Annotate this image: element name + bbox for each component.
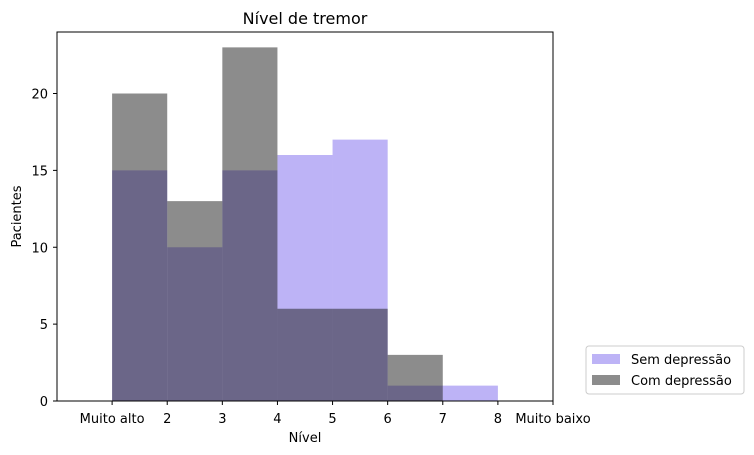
x-tick-label: 3 bbox=[218, 412, 226, 427]
x-tick-label: 5 bbox=[328, 412, 336, 427]
legend-swatch bbox=[592, 354, 620, 364]
y-axis-ticks: 0 5 10 15 20 bbox=[31, 88, 57, 410]
legend-swatch bbox=[592, 375, 620, 385]
bar-series-2-bin-2 bbox=[167, 201, 223, 401]
chart-title: Nível de tremor bbox=[243, 9, 368, 28]
bar-series-2-bin-3 bbox=[222, 47, 278, 401]
bar-series-2-bin-1 bbox=[112, 93, 168, 401]
y-tick-label: 10 bbox=[31, 241, 48, 256]
y-tick-label: 20 bbox=[31, 88, 48, 103]
x-tick-label: Muito baixo bbox=[515, 412, 590, 427]
x-tick-label: 4 bbox=[273, 412, 281, 427]
bar-series-2-bin-6 bbox=[387, 354, 443, 401]
bar-series-2-bin-4 bbox=[277, 308, 333, 401]
y-axis-label: Pacientes bbox=[10, 185, 25, 247]
x-tick-label: 8 bbox=[494, 412, 502, 427]
y-tick-label: 5 bbox=[40, 318, 48, 333]
x-tick-label: Muito alto bbox=[80, 412, 145, 427]
x-axis-ticks: Muito alto 2 3 4 5 6 7 8 Muito baixo bbox=[80, 401, 591, 427]
plot-frame bbox=[56, 31, 554, 402]
x-tick-label: 7 bbox=[439, 412, 447, 427]
bar-series-2-bin-5 bbox=[332, 308, 388, 401]
y-tick-label: 0 bbox=[40, 395, 48, 410]
legend-label: Com depressão bbox=[631, 374, 732, 389]
x-axis-label: Nível bbox=[289, 431, 322, 446]
x-tick-label: 6 bbox=[384, 412, 392, 427]
x-tick-label: 2 bbox=[163, 412, 171, 427]
legend-label: Sem depressão bbox=[631, 353, 731, 368]
legend: Sem depressão Com depressão bbox=[585, 345, 745, 395]
y-tick-label: 15 bbox=[31, 164, 48, 179]
bar-series-1-bin-7 bbox=[442, 385, 498, 401]
legend-box bbox=[585, 345, 745, 395]
bars-layer bbox=[112, 47, 498, 401]
